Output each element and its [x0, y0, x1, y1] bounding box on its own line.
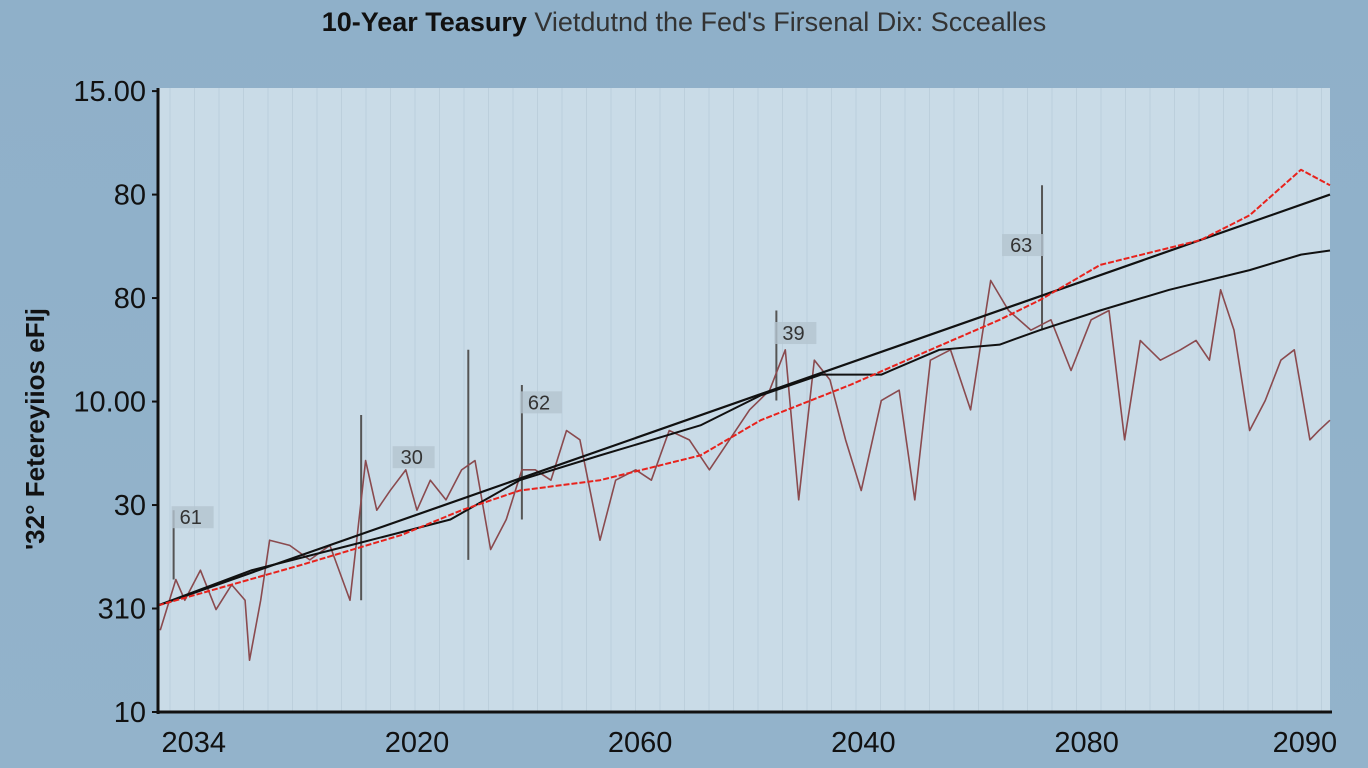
y-tick-label: 80: [114, 283, 146, 315]
annotation-box: [519, 391, 562, 414]
series-black-line: [157, 249, 1331, 607]
series-trend-line: [157, 193, 1331, 607]
annotation-label: 30: [401, 447, 423, 469]
y-tick-label: 10: [114, 697, 146, 729]
annotation-box: [392, 446, 435, 469]
y-tick-label: 80: [114, 180, 146, 212]
annotation-label: 63: [1010, 235, 1032, 257]
annotation-label: 62: [528, 392, 550, 414]
x-tick-label: 2080: [1054, 727, 1119, 759]
title-main: 10-Year Teasury: [321, 7, 527, 37]
y-tick-label: 15.00: [73, 76, 146, 108]
annotation-box: [774, 322, 817, 345]
y-tick-label: 10.00: [73, 387, 146, 419]
title-rest: Vietdutnd the Fed's Firsenal Dix: Scceal…: [534, 7, 1047, 37]
chart-title: 10-Year Teasury Vietdutnd the Fed's Firs…: [0, 2, 1368, 42]
x-tick-label: 2040: [831, 727, 896, 759]
annotation-box: [1002, 234, 1045, 257]
x-tick-label: 2060: [608, 727, 673, 759]
x-tick-label: 2090: [1273, 727, 1338, 759]
y-tick-label: 30: [114, 490, 146, 522]
x-tick-label: 2034: [161, 727, 226, 759]
annotation-label: 61: [180, 507, 202, 529]
annotation-box: [171, 506, 214, 529]
y-tick-label: 310: [98, 594, 146, 626]
series-noisy-yield: [159, 279, 1331, 662]
x-tick-label: 2020: [385, 727, 450, 759]
series-red-line: [157, 168, 1331, 607]
annotation-label: 39: [782, 323, 804, 345]
